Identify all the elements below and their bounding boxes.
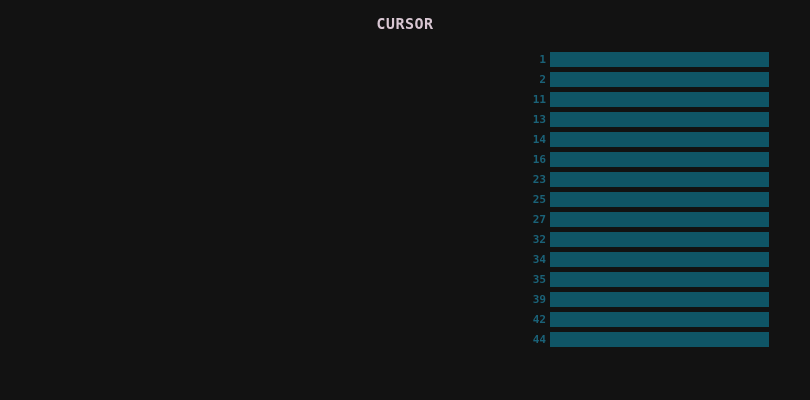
list-item-number: 14 — [532, 133, 546, 146]
list-item-bar[interactable] — [550, 332, 769, 347]
list-item[interactable]: 16 — [500, 152, 770, 167]
list-item-number: 1 — [539, 53, 546, 66]
list-item-number: 13 — [532, 113, 546, 126]
list-item[interactable]: 23 — [500, 172, 770, 187]
list-item[interactable]: 27 — [500, 212, 770, 227]
list-item-number: 32 — [532, 233, 546, 246]
list-item-bar[interactable] — [550, 72, 769, 87]
list-item-bar[interactable] — [550, 292, 769, 307]
list-item[interactable]: 2 — [500, 72, 770, 87]
list-item[interactable]: 44 — [500, 332, 770, 347]
list-item-bar[interactable] — [550, 232, 769, 247]
list-item-number: 2 — [539, 73, 546, 86]
list-item[interactable]: 42 — [500, 312, 770, 327]
list-item-number: 27 — [532, 213, 546, 226]
list-item[interactable]: 25 — [500, 192, 770, 207]
list-item-number: 34 — [532, 253, 546, 266]
list-item-bar[interactable] — [550, 192, 769, 207]
list-item-bar[interactable] — [550, 272, 769, 287]
list-item-bar[interactable] — [550, 312, 769, 327]
cursor-list: 1 2 11 13 14 16 23 25 27 32 34 35 39 42 … — [500, 52, 770, 352]
list-item-number: 11 — [532, 93, 546, 106]
list-item-number: 39 — [532, 293, 546, 306]
list-item[interactable]: 13 — [500, 112, 770, 127]
list-item[interactable]: 39 — [500, 292, 770, 307]
list-item-bar[interactable] — [550, 112, 769, 127]
list-item-bar[interactable] — [550, 52, 769, 67]
list-item-bar[interactable] — [550, 252, 769, 267]
list-item-bar[interactable] — [550, 152, 769, 167]
list-item[interactable]: 11 — [500, 92, 770, 107]
list-item-number: 16 — [532, 153, 546, 166]
list-item[interactable]: 32 — [500, 232, 770, 247]
list-item[interactable]: 14 — [500, 132, 770, 147]
list-item[interactable]: 1 — [500, 52, 770, 67]
list-item-number: 42 — [532, 313, 546, 326]
list-item[interactable]: 34 — [500, 252, 770, 267]
list-item-bar[interactable] — [550, 212, 769, 227]
list-item-bar[interactable] — [550, 92, 769, 107]
list-item-number: 44 — [532, 333, 546, 346]
page-title: CURSOR — [376, 15, 434, 33]
list-item-number: 35 — [532, 273, 546, 286]
list-item-bar[interactable] — [550, 172, 769, 187]
list-item-number: 23 — [532, 173, 546, 186]
list-item-bar[interactable] — [550, 132, 769, 147]
list-item-number: 25 — [532, 193, 546, 206]
list-item[interactable]: 35 — [500, 272, 770, 287]
